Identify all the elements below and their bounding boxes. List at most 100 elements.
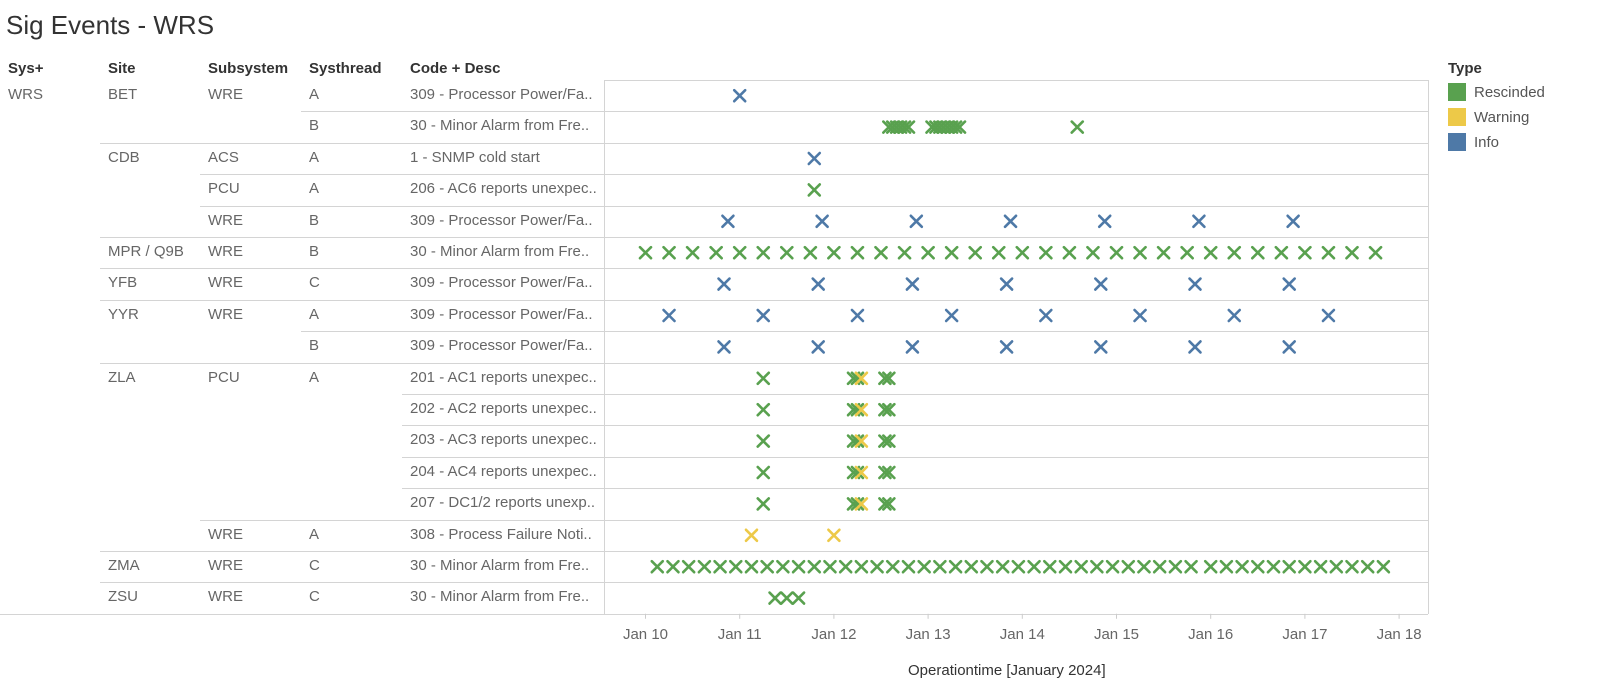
event-marker-rescinded[interactable] — [1184, 559, 1198, 574]
event-marker-info[interactable] — [1192, 214, 1206, 229]
event-marker-rescinded[interactable] — [882, 371, 896, 386]
event-marker-rescinded[interactable] — [968, 245, 983, 260]
event-marker-rescinded[interactable] — [897, 245, 912, 260]
event-marker-rescinded[interactable] — [1156, 245, 1171, 260]
event-marker-rescinded[interactable] — [1251, 245, 1265, 260]
event-marker-rescinded[interactable] — [756, 465, 771, 480]
event-marker-info[interactable] — [905, 277, 920, 291]
event-marker-info[interactable] — [1282, 340, 1296, 354]
event-marker-rescinded[interactable] — [1011, 559, 1026, 574]
event-marker-rescinded[interactable] — [901, 559, 916, 574]
event-marker-rescinded[interactable] — [756, 497, 771, 511]
event-marker-info[interactable] — [721, 214, 735, 229]
event-marker-rescinded[interactable] — [850, 245, 865, 260]
event-marker-warning[interactable] — [744, 528, 759, 543]
legend-item-warning[interactable]: Warning — [1448, 107, 1529, 127]
event-marker-warning[interactable] — [854, 465, 869, 480]
event-marker-rescinded[interactable] — [1227, 245, 1242, 260]
event-marker-info[interactable] — [811, 340, 826, 354]
event-marker-rescinded[interactable] — [697, 559, 712, 574]
event-marker-rescinded[interactable] — [823, 559, 837, 574]
event-marker-rescinded[interactable] — [901, 120, 916, 134]
event-marker-warning[interactable] — [854, 497, 869, 511]
legend-item-info[interactable]: Info — [1448, 132, 1499, 152]
event-marker-info[interactable] — [1133, 308, 1147, 323]
event-marker-info[interactable] — [1286, 214, 1300, 229]
event-marker-rescinded[interactable] — [1329, 559, 1344, 574]
event-marker-rescinded[interactable] — [1274, 245, 1289, 260]
event-marker-rescinded[interactable] — [1070, 120, 1085, 134]
event-marker-rescinded[interactable] — [666, 559, 680, 574]
event-marker-rescinded[interactable] — [760, 559, 774, 574]
event-marker-info[interactable] — [1227, 308, 1242, 323]
event-marker-rescinded[interactable] — [807, 559, 822, 574]
event-marker-rescinded[interactable] — [1168, 559, 1183, 574]
event-marker-rescinded[interactable] — [897, 120, 912, 134]
event-marker-rescinded[interactable] — [1074, 559, 1088, 574]
event-marker-info[interactable] — [999, 340, 1014, 354]
event-marker-rescinded[interactable] — [878, 371, 892, 386]
event-marker-rescinded[interactable] — [1298, 245, 1312, 260]
event-marker-info[interactable] — [944, 308, 959, 323]
event-marker-rescinded[interactable] — [1015, 245, 1030, 260]
event-marker-rescinded[interactable] — [662, 245, 676, 260]
event-marker-rescinded[interactable] — [933, 559, 947, 574]
event-marker-rescinded[interactable] — [768, 591, 782, 605]
event-marker-info[interactable] — [717, 340, 731, 354]
event-marker-rescinded[interactable] — [650, 559, 665, 574]
event-marker-rescinded[interactable] — [681, 559, 696, 574]
event-marker-rescinded[interactable] — [1298, 559, 1312, 574]
event-marker-rescinded[interactable] — [779, 245, 794, 260]
event-marker-rescinded[interactable] — [1219, 559, 1234, 574]
event-marker-warning[interactable] — [854, 402, 869, 417]
event-marker-info[interactable] — [909, 214, 924, 229]
event-marker-rescinded[interactable] — [803, 245, 818, 260]
event-marker-rescinded[interactable] — [1266, 559, 1281, 574]
event-marker-rescinded[interactable] — [776, 559, 790, 574]
event-marker-info[interactable] — [1282, 277, 1296, 291]
event-marker-rescinded[interactable] — [827, 245, 841, 260]
event-marker-info[interactable] — [1188, 340, 1202, 354]
event-marker-info[interactable] — [1039, 308, 1053, 323]
event-marker-rescinded[interactable] — [1376, 559, 1391, 574]
event-marker-rescinded[interactable] — [964, 559, 979, 574]
event-marker-rescinded[interactable] — [791, 559, 806, 574]
event-marker-rescinded[interactable] — [1027, 559, 1041, 574]
event-marker-info[interactable] — [1094, 277, 1108, 291]
event-marker-rescinded[interactable] — [732, 245, 747, 260]
legend-item-rescinded[interactable]: Rescinded — [1448, 82, 1545, 102]
event-marker-rescinded[interactable] — [1137, 559, 1151, 574]
event-marker-rescinded[interactable] — [1105, 559, 1120, 574]
event-marker-rescinded[interactable] — [870, 559, 884, 574]
event-marker-info[interactable] — [1094, 340, 1108, 354]
event-marker-rescinded[interactable] — [1121, 559, 1136, 574]
event-marker-info[interactable] — [905, 340, 920, 354]
event-marker-rescinded[interactable] — [995, 559, 1010, 574]
event-marker-rescinded[interactable] — [1086, 245, 1100, 260]
event-marker-info[interactable] — [1003, 214, 1018, 229]
event-marker-rescinded[interactable] — [948, 120, 963, 134]
event-marker-rescinded[interactable] — [882, 497, 896, 511]
event-marker-rescinded[interactable] — [638, 245, 653, 260]
event-marker-rescinded[interactable] — [1235, 559, 1249, 574]
event-marker-rescinded[interactable] — [921, 245, 935, 260]
event-marker-rescinded[interactable] — [917, 559, 931, 574]
event-marker-info[interactable] — [732, 88, 747, 103]
event-marker-rescinded[interactable] — [882, 465, 896, 480]
event-marker-rescinded[interactable] — [838, 559, 853, 574]
event-marker-rescinded[interactable] — [1203, 559, 1218, 574]
event-marker-rescinded[interactable] — [878, 434, 892, 448]
event-marker-rescinded[interactable] — [944, 245, 959, 260]
event-marker-rescinded[interactable] — [756, 402, 771, 417]
event-marker-rescinded[interactable] — [882, 402, 896, 417]
event-marker-rescinded[interactable] — [882, 434, 896, 448]
event-marker-rescinded[interactable] — [756, 434, 771, 448]
event-marker-rescinded[interactable] — [952, 120, 967, 134]
event-marker-rescinded[interactable] — [948, 559, 963, 574]
event-marker-rescinded[interactable] — [713, 559, 727, 574]
event-marker-info[interactable] — [999, 277, 1014, 291]
event-marker-warning[interactable] — [854, 371, 869, 386]
event-marker-info[interactable] — [1321, 308, 1336, 323]
event-marker-info[interactable] — [717, 277, 731, 291]
event-marker-rescinded[interactable] — [1133, 245, 1147, 260]
